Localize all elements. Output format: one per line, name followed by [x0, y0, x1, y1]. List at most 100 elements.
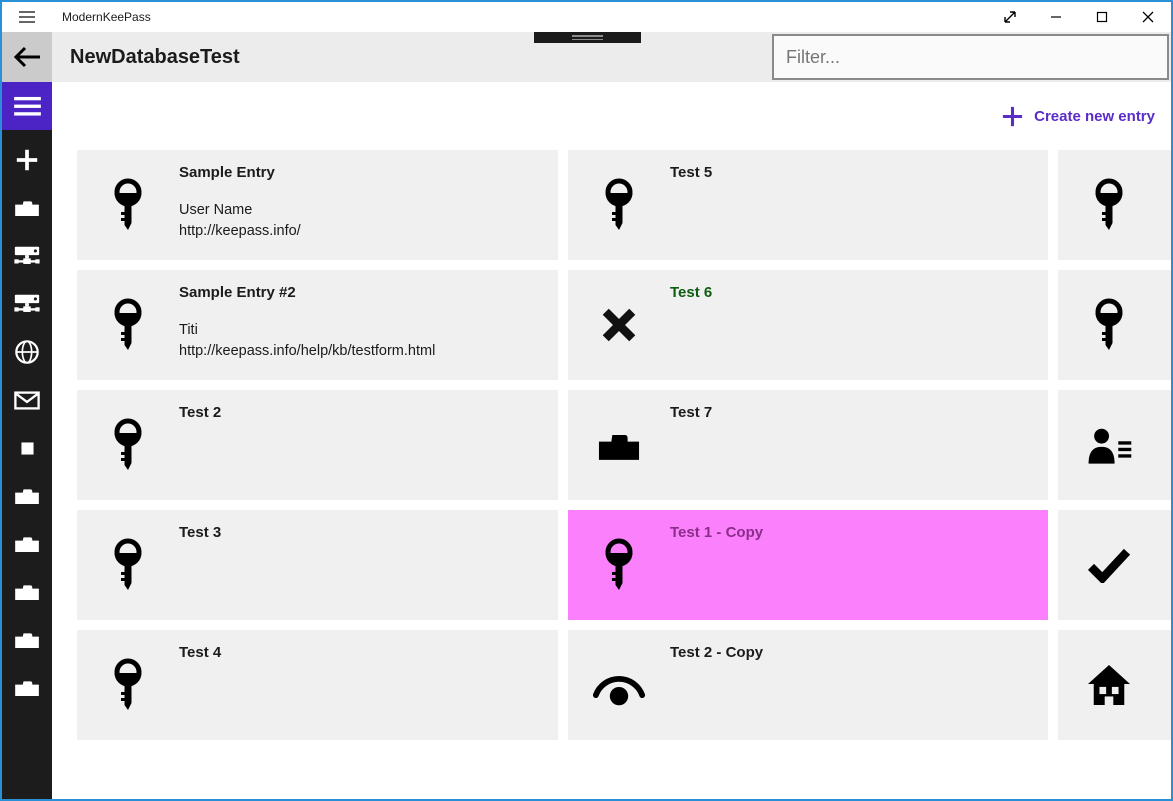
key-icon [109, 297, 147, 353]
folder-white-icon [14, 199, 40, 217]
sidebar-item-4[interactable] [2, 280, 52, 328]
entry-detail-line: http://keepass.info/ [179, 223, 301, 239]
back-button[interactable] [2, 32, 52, 82]
entry-detail-line: http://keepass.info/help/kb/testform.htm… [179, 343, 436, 359]
entry-card[interactable] [1058, 510, 1171, 620]
sidebar-item-7[interactable] [2, 424, 52, 472]
sidebar-item-1[interactable] [2, 136, 52, 184]
entry-body [1160, 630, 1171, 740]
entry-details: User Name http://keepass.info/ [179, 200, 558, 242]
sidebar-item-5[interactable] [2, 328, 52, 376]
main-area: Create new entry Sample Entry User Name ht… [52, 82, 1171, 799]
entry-icon-box [568, 150, 670, 260]
entry-body: Test 2 - Copy [670, 630, 1048, 740]
window-controls [987, 2, 1171, 32]
folder-white-icon [14, 631, 40, 649]
entry-title: Test 4 [179, 644, 222, 661]
entry-body [1160, 390, 1171, 500]
titlebar-menu-button[interactable] [2, 2, 52, 32]
entry-title: Test 3 [179, 524, 222, 541]
entry-card[interactable]: Test 1 - Copy [568, 510, 1048, 620]
sidebar-item-10[interactable] [2, 568, 52, 616]
minimize-button[interactable] [1033, 2, 1079, 32]
fullscreen-icon [1001, 8, 1019, 26]
create-entry-button[interactable]: Create new entry [77, 82, 1171, 150]
mail-icon [14, 390, 40, 410]
entry-icon-box [77, 270, 179, 380]
titlebar: ModernKeePass [2, 2, 1171, 32]
entry-card[interactable]: Test 5 [568, 150, 1048, 260]
filter-input[interactable] [772, 34, 1169, 80]
entry-body [1160, 270, 1171, 380]
eye-icon [591, 665, 647, 706]
sidebar-item-9[interactable] [2, 520, 52, 568]
entry-card[interactable] [1058, 390, 1171, 500]
globe-icon [14, 339, 40, 365]
entry-body [1160, 150, 1171, 260]
entry-card[interactable]: Test 3 [77, 510, 558, 620]
entry-body: Test 5 [670, 150, 1048, 260]
close-button[interactable] [1125, 2, 1171, 32]
entry-icon-box [77, 630, 179, 740]
check-icon [1087, 547, 1131, 583]
entry-icon-box [1058, 630, 1160, 740]
folder-white-icon [14, 535, 40, 553]
sidebar-item-8[interactable] [2, 472, 52, 520]
entry-body [1160, 510, 1171, 620]
entry-card[interactable] [1058, 630, 1171, 740]
sidebar-item-6[interactable] [2, 376, 52, 424]
maximize-icon [1093, 8, 1111, 26]
sidebar-item-2[interactable] [2, 184, 52, 232]
entry-title: Test 2 - Copy [670, 644, 764, 661]
entry-body: Test 2 [179, 390, 558, 500]
plus-icon [14, 147, 40, 173]
fullscreen-button[interactable] [987, 2, 1033, 32]
folder-white-icon [14, 583, 40, 601]
entries-column-2: Test 5 Test 6 Test 7 Test 1 - Copy Test 2 - … [568, 150, 1048, 740]
key-icon [109, 417, 147, 473]
key-icon [600, 177, 638, 233]
entry-icon-box [77, 510, 179, 620]
cross-icon [601, 307, 637, 343]
entry-body: Sample Entry User Name http://keepass.info… [179, 150, 558, 260]
entry-card[interactable]: Test 6 [568, 270, 1048, 380]
server-icon [13, 293, 41, 316]
entry-card[interactable]: Test 4 [77, 630, 558, 740]
entry-icon-box [1058, 150, 1160, 260]
entry-title: Sample Entry [179, 164, 275, 181]
window-body: Create new entry Sample Entry User Name ht… [2, 82, 1171, 799]
entry-body: Test 4 [179, 630, 558, 740]
home-icon [1087, 664, 1131, 706]
entry-card[interactable]: Sample Entry User Name http://keepass.info… [77, 150, 558, 260]
maximize-button[interactable] [1079, 2, 1125, 32]
entry-icon-box [1058, 390, 1160, 500]
appbar-handle[interactable] [534, 32, 641, 43]
entry-title: Test 5 [670, 164, 713, 181]
entry-card[interactable]: Test 2 [77, 390, 558, 500]
app-title: ModernKeePass [62, 10, 151, 24]
sidebar-item-12[interactable] [2, 664, 52, 712]
entries-column-3 [1058, 150, 1171, 740]
entry-card[interactable]: Sample Entry #2 Titi http://keepass.info/h… [77, 270, 558, 380]
entry-icon-box [568, 510, 670, 620]
entry-card[interactable]: Test 7 [568, 390, 1048, 500]
entry-detail-line: Titi [179, 322, 198, 338]
entry-icon-box [77, 390, 179, 500]
sidebar-menu-button[interactable] [2, 82, 52, 130]
server-icon [13, 245, 41, 268]
page-header: NewDatabaseTest [2, 32, 1171, 82]
folder-black-icon [598, 430, 640, 461]
entry-title: Test 6 [670, 284, 713, 301]
sidebar-item-11[interactable] [2, 616, 52, 664]
minimize-icon [1047, 8, 1065, 26]
plus-icon [1001, 105, 1024, 128]
page-title: NewDatabaseTest [70, 45, 240, 68]
entry-card[interactable]: Test 2 - Copy [568, 630, 1048, 740]
sidebar-item-3[interactable] [2, 232, 52, 280]
back-arrow-icon [12, 45, 42, 69]
close-icon [1139, 8, 1157, 26]
entry-card[interactable] [1058, 270, 1171, 380]
entry-card[interactable] [1058, 150, 1171, 260]
hamburger-icon [13, 96, 41, 117]
